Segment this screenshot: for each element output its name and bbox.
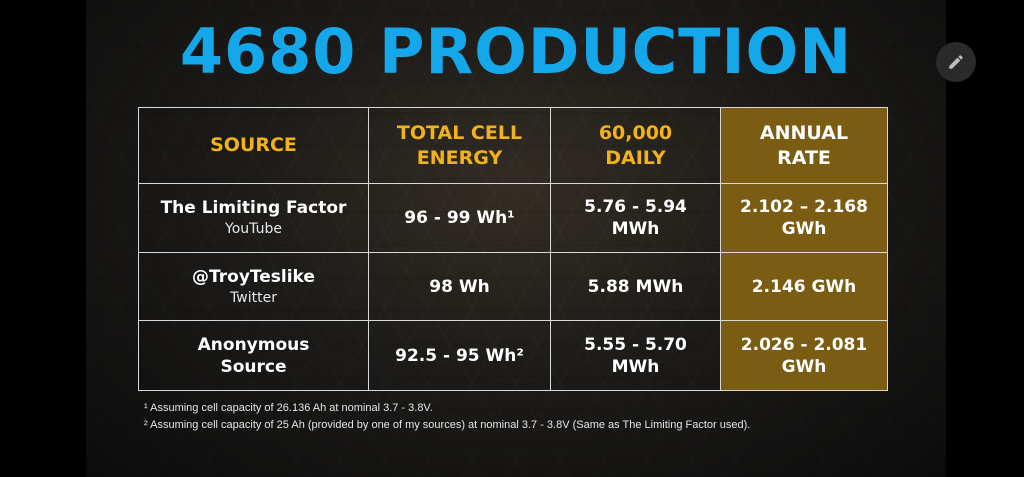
table-row: @TroyTeslike Twitter 98 Wh 5.88 MWh 2.14…	[138, 252, 888, 321]
edit-button[interactable]	[936, 42, 976, 82]
daily-cell: 5.88 MWh	[550, 252, 721, 321]
source-cell: @TroyTeslike Twitter	[138, 252, 369, 321]
source-cell: The Limiting Factor YouTube	[138, 183, 369, 253]
footnotes: ¹ Assuming cell capacity of 26.136 Ah at…	[144, 400, 750, 434]
energy-cell: 92.5 - 95 Wh²	[368, 320, 551, 391]
daily-cell: 5.55 - 5.70 MWh	[550, 320, 721, 391]
table-row: Anonymous Source 92.5 - 95 Wh² 5.55 - 5.7…	[138, 320, 888, 391]
table-row: The Limiting Factor YouTube 96 - 99 Wh¹ …	[138, 183, 888, 253]
daily-cell: 5.76 - 5.94 MWh	[550, 183, 721, 253]
production-table: SOURCE TOTAL CELL ENERGY 60,000 DAILY ANNU…	[138, 107, 888, 391]
annual-rate-cell: 2.026 - 2.081 GWh	[720, 320, 888, 391]
header-total-cell-energy: TOTAL CELL ENERGY	[368, 107, 551, 184]
source-cell: Anonymous Source	[138, 320, 369, 391]
energy-cell: 98 Wh	[368, 252, 551, 321]
pencil-icon	[949, 55, 963, 69]
footnote-2: ² Assuming cell capacity of 25 Ah (provi…	[144, 419, 751, 431]
slide: 4680 PRODUCTION SOURCE TOTAL CELL ENERGY …	[86, 0, 946, 477]
source-platform: YouTube	[225, 221, 282, 237]
header-60000-daily: 60,000 DAILY	[550, 107, 721, 184]
slide-title: 4680 PRODUCTION	[179, 15, 853, 88]
annual-rate-cell: 2.102 – 2.168 GWh	[720, 183, 888, 253]
annual-rate-cell: 2.146 GWh	[720, 252, 888, 321]
source-platform: Twitter	[230, 289, 277, 306]
header-source: SOURCE	[138, 107, 369, 184]
footnote-1: ¹ Assuming cell capacity of 26.136 Ah at…	[144, 402, 433, 414]
energy-cell: 96 - 99 Wh¹	[368, 183, 551, 253]
table-header-row: SOURCE TOTAL CELL ENERGY 60,000 DAILY ANNU…	[138, 107, 888, 184]
header-annual-rate: ANNUAL RATE	[720, 107, 888, 184]
